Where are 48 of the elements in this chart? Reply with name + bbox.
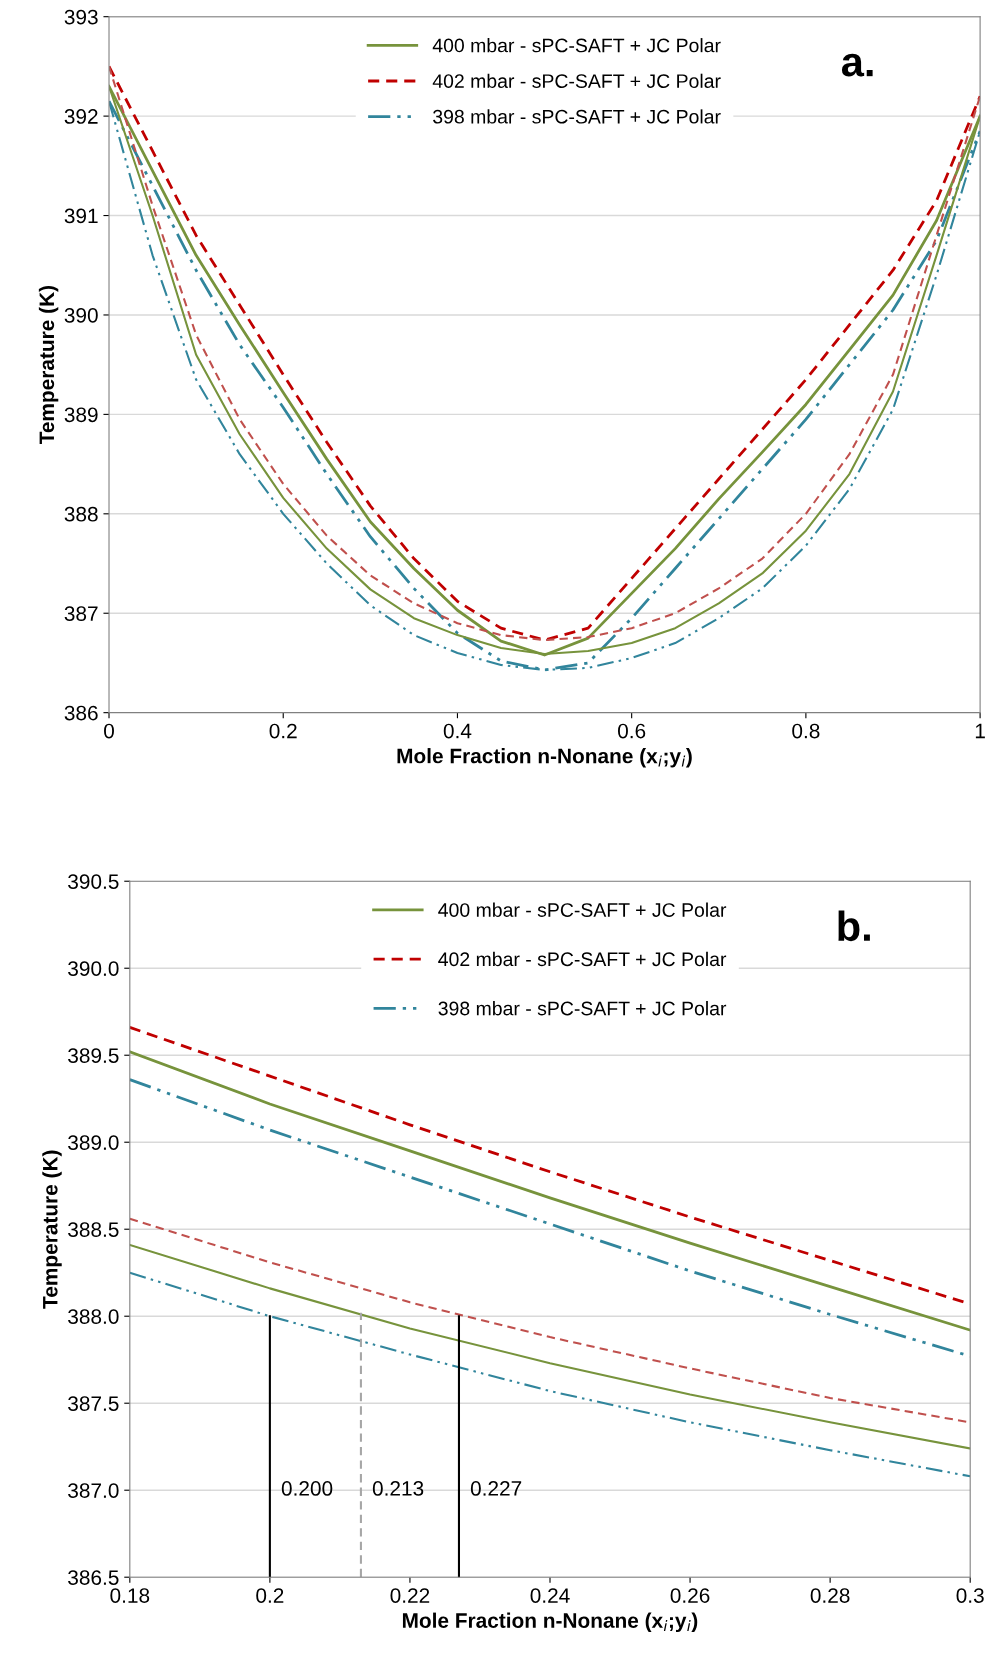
legend-label: 402 mbar - sPC-SAFT + JC Polar: [438, 951, 727, 967]
line-series: [129, 1271, 971, 1478]
x-tick-label: 0.26: [670, 1588, 710, 1603]
y-tick-label: 389: [64, 407, 98, 423]
x-tick-label: 0.4: [443, 723, 472, 739]
x-tick-label: 0.2: [269, 723, 297, 739]
x-tick-label: 0.22: [390, 1588, 430, 1603]
annotation: 0.213: [372, 1481, 424, 1496]
annotation: 0.227: [470, 1481, 522, 1496]
y-tick-label: 392: [64, 109, 98, 124]
x-axis-title: Mole Fraction n-Nonane (x$_{i}$;y$_{i}$): [402, 1612, 698, 1633]
legend-label: 402 mbar - sPC-SAFT + JC Polar: [432, 73, 721, 88]
y-tick-label: 390.0: [68, 961, 119, 976]
y-tick-label: 386.5: [68, 1570, 119, 1585]
y-tick-label: 389.0: [68, 1135, 119, 1150]
y-tick-label: 388: [64, 506, 98, 522]
y-tick-label: 390.5: [68, 874, 119, 889]
y-tick-label: 386: [64, 705, 98, 721]
y-tick-label: 387: [64, 606, 98, 621]
x-tick-label: 0.28: [810, 1588, 850, 1603]
x-tick-label: 0.6: [618, 723, 646, 739]
line-series: [129, 1243, 971, 1450]
x-tick-label: 0.24: [530, 1588, 570, 1603]
annotation: b.: [838, 910, 870, 942]
y-tick-label: 388.5: [68, 1222, 119, 1237]
y-tick-label: 387.0: [68, 1483, 119, 1498]
x-axis-title: Mole Fraction n-Nonane (x$_{i}$;y$_{i}$): [397, 748, 692, 768]
y-tick-label: 391: [64, 208, 98, 224]
x-tick-label: 0.2: [256, 1588, 284, 1603]
line-series: [129, 1050, 971, 1332]
y-tick-label: 387.5: [68, 1396, 119, 1411]
y-tick-label: 388.0: [68, 1309, 119, 1324]
legend-label: 398 mbar - sPC-SAFT + JC Polar: [433, 109, 721, 124]
legend-label: 400 mbar - sPC-SAFT + JC Polar: [438, 902, 727, 917]
x-tick-label: 0.18: [110, 1588, 150, 1603]
x-tick-label: 0: [104, 723, 114, 739]
x-tick-label: 1: [975, 723, 985, 739]
y-tick-label: 393: [64, 9, 98, 25]
legend-label: 398 mbar - sPC-SAFT + JC Polar: [438, 1001, 727, 1016]
annotation: a.: [841, 53, 873, 77]
x-tick-label: 0.8: [792, 723, 820, 739]
x-tick-label: 0.3: [956, 1588, 984, 1603]
y-axis-title: Temperature (K): [38, 286, 59, 445]
y-axis-title: Temperature (K): [42, 1150, 62, 1309]
legend-label: 400 mbar - sPC-SAFT + JC Polar: [432, 38, 721, 53]
annotation: 0.200: [281, 1481, 333, 1496]
y-tick-label: 389.5: [68, 1048, 119, 1063]
y-tick-label: 390: [64, 307, 98, 323]
